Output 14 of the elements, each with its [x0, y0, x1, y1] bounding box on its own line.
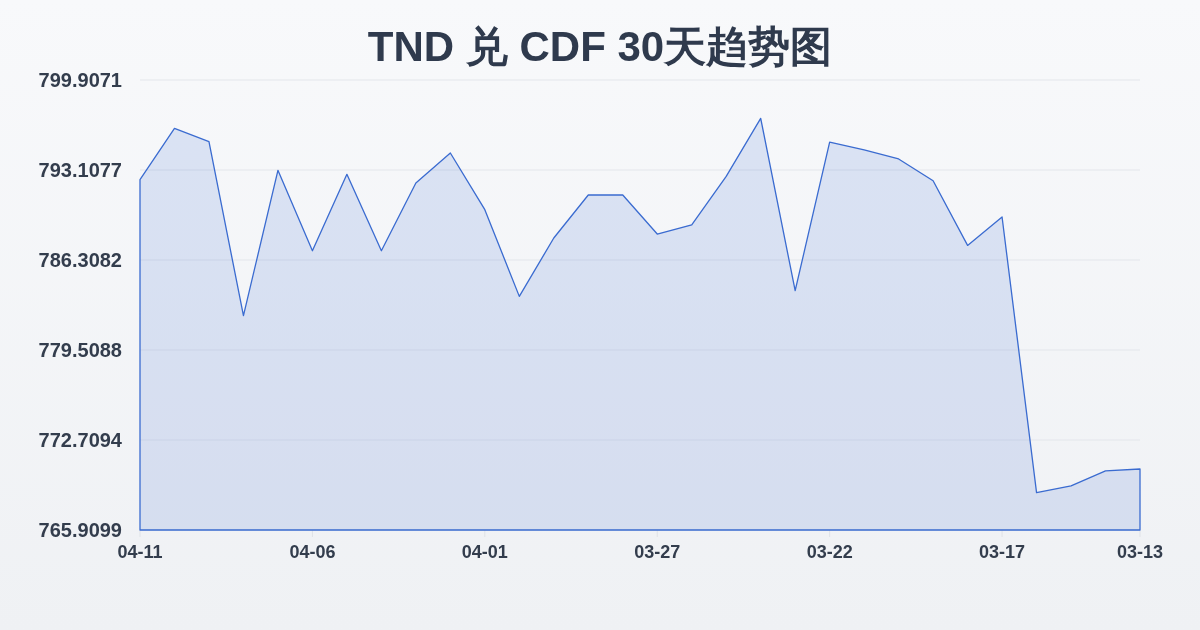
x-tick-label: 04-06 [289, 542, 336, 562]
y-tick-label: 772.7094 [38, 429, 123, 451]
y-tick-label: 799.9071 [38, 69, 122, 91]
x-tick-label: 03-27 [634, 542, 681, 562]
y-tick-label: 786.3082 [38, 249, 122, 271]
chart-title: TND 兑 CDF 30天趋势图 [367, 23, 833, 70]
y-tick-label: 793.1077 [38, 159, 122, 181]
x-tick-label: 03-17 [979, 542, 1026, 562]
x-tick-label: 04-11 [117, 542, 163, 562]
y-tick-label: 765.9099 [38, 519, 122, 541]
x-tick-label: 03-22 [806, 542, 853, 562]
x-tick-label: 03-13 [1116, 542, 1164, 562]
y-tick-label: 779.5088 [38, 339, 122, 361]
x-tick-label: 04-01 [461, 542, 508, 562]
